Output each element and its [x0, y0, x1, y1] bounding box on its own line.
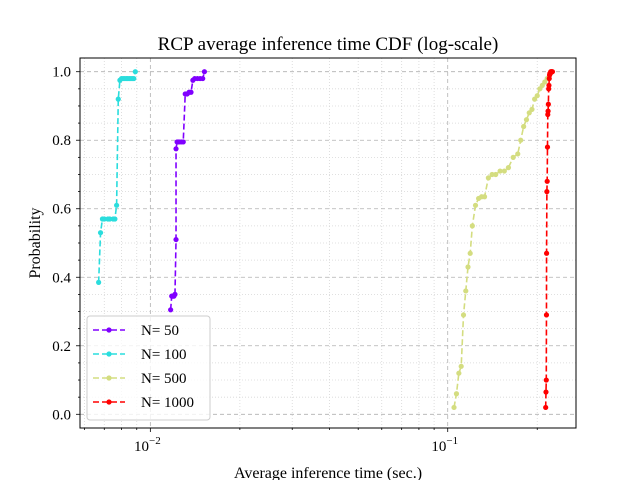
x-tick-label-exponent: −1 [446, 435, 458, 447]
data-point [115, 96, 121, 102]
data-point [451, 404, 457, 411]
data-point [529, 106, 535, 112]
data-point [168, 307, 174, 313]
y-tick-label: 1.0 [52, 65, 71, 81]
data-point [543, 312, 550, 318]
data-point [188, 89, 194, 95]
legend-frame [86, 315, 211, 421]
x-tick-label-exponent: −2 [149, 435, 161, 447]
legend-marker [106, 399, 112, 405]
data-point [456, 370, 462, 376]
data-point [510, 154, 516, 160]
legend-label: N= 50 [141, 323, 179, 339]
chart-title: RCP average inference time CDF (log-scal… [158, 34, 499, 55]
axes-layer: 10−2 10−10.00.20.40.60.81.0 [52, 65, 538, 455]
data-point [543, 377, 549, 383]
data-point [460, 312, 467, 318]
data-point [173, 236, 179, 243]
data-point [546, 82, 552, 89]
data-point [200, 75, 206, 82]
y-axis-label: Probability [27, 207, 44, 278]
data-point [101, 216, 107, 222]
x-tick-label-base: 10 [431, 439, 446, 455]
data-point [489, 171, 495, 178]
data-point [505, 165, 512, 171]
data-point [97, 230, 104, 236]
data-point [518, 137, 524, 143]
data-point [112, 216, 118, 222]
data-point [549, 69, 556, 75]
data-point [131, 75, 137, 82]
data-point [534, 93, 540, 99]
data-point [544, 178, 550, 184]
data-point [172, 291, 178, 297]
data-point [180, 139, 186, 145]
series-n-1000 [543, 69, 556, 411]
series-n-50 [168, 69, 208, 313]
data-point [515, 151, 521, 157]
legend-entry: N= 50 [93, 323, 179, 339]
data-point [493, 171, 499, 178]
legend-label: N= 500 [141, 371, 187, 387]
y-tick-label: 0.2 [52, 339, 71, 355]
data-point [481, 194, 488, 200]
data-point [472, 202, 479, 208]
series-n-100 [96, 69, 138, 285]
data-point [114, 202, 120, 208]
x-tick-label-base: 10 [134, 439, 149, 455]
y-tick-label: 0.8 [52, 133, 71, 149]
major-gridlines [80, 58, 576, 428]
y-tick-label: 0.0 [52, 407, 71, 423]
x-tick-label: 10−2 [134, 435, 161, 455]
legend-label: N= 100 [141, 347, 187, 363]
data-point [543, 404, 549, 411]
data-point [501, 168, 507, 174]
data-point [521, 123, 527, 130]
y-tick-label: 0.4 [52, 270, 71, 286]
series-layer [96, 69, 556, 411]
data-point [485, 175, 491, 181]
data-point [543, 250, 550, 256]
legend-marker [106, 351, 112, 357]
legend-marker [106, 375, 112, 381]
data-point [453, 391, 460, 397]
legend-entry: N= 1000 [93, 395, 194, 411]
legend-label: N= 1000 [141, 395, 194, 411]
data-point [544, 144, 551, 150]
data-point [132, 69, 138, 75]
legend-entry: N= 500 [93, 371, 187, 387]
data-point [469, 223, 475, 229]
legend-marker [106, 327, 112, 333]
data-point [523, 117, 530, 123]
legend-entry: N= 100 [93, 347, 187, 363]
data-point [543, 389, 549, 395]
data-point [463, 288, 469, 294]
data-point [201, 69, 208, 75]
x-tick-label: 10−1 [431, 435, 458, 455]
data-point [497, 168, 503, 174]
data-point [467, 250, 473, 256]
data-point [544, 189, 550, 195]
x-axis-label: Average inference time (sec.) [234, 465, 422, 480]
data-point [96, 279, 102, 285]
y-tick-label: 0.6 [52, 202, 71, 218]
data-point [465, 264, 471, 270]
legend: N= 50 N= 100 N= 500 N= 1000 [86, 315, 211, 421]
data-point [545, 108, 551, 114]
series-n-500 [451, 75, 550, 411]
data-point [545, 101, 551, 107]
data-point [458, 363, 464, 369]
data-point [173, 146, 179, 152]
